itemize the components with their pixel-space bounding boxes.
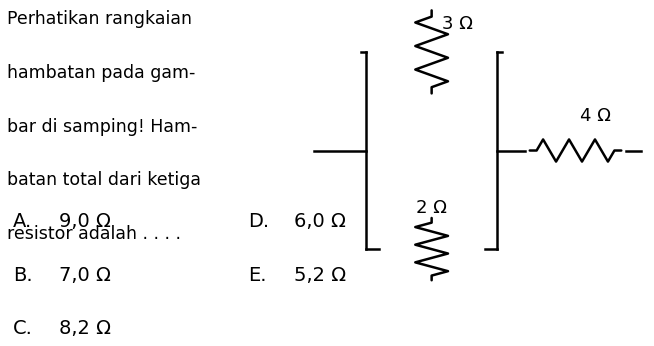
Text: B.: B. [13,266,33,284]
Text: resistor adalah . . . .: resistor adalah . . . . [7,225,181,243]
Text: hambatan pada gam-: hambatan pada gam- [7,64,195,82]
Text: Perhatikan rangkaian: Perhatikan rangkaian [7,10,192,28]
Text: A.: A. [13,212,32,231]
Text: D.: D. [249,212,269,231]
Text: 3 Ω: 3 Ω [442,15,473,33]
Text: 8,2 Ω: 8,2 Ω [59,319,111,338]
Text: 6,0 Ω: 6,0 Ω [294,212,346,231]
Text: C.: C. [13,319,33,338]
Text: 4 Ω: 4 Ω [579,107,611,125]
Text: 5,2 Ω: 5,2 Ω [294,266,347,284]
Text: 2 Ω: 2 Ω [416,199,447,217]
Text: 7,0 Ω: 7,0 Ω [59,266,111,284]
Text: batan total dari ketiga: batan total dari ketiga [7,171,201,189]
Text: E.: E. [249,266,267,284]
Text: 9,0 Ω: 9,0 Ω [59,212,111,231]
Text: bar di samping! Ham-: bar di samping! Ham- [7,118,197,136]
